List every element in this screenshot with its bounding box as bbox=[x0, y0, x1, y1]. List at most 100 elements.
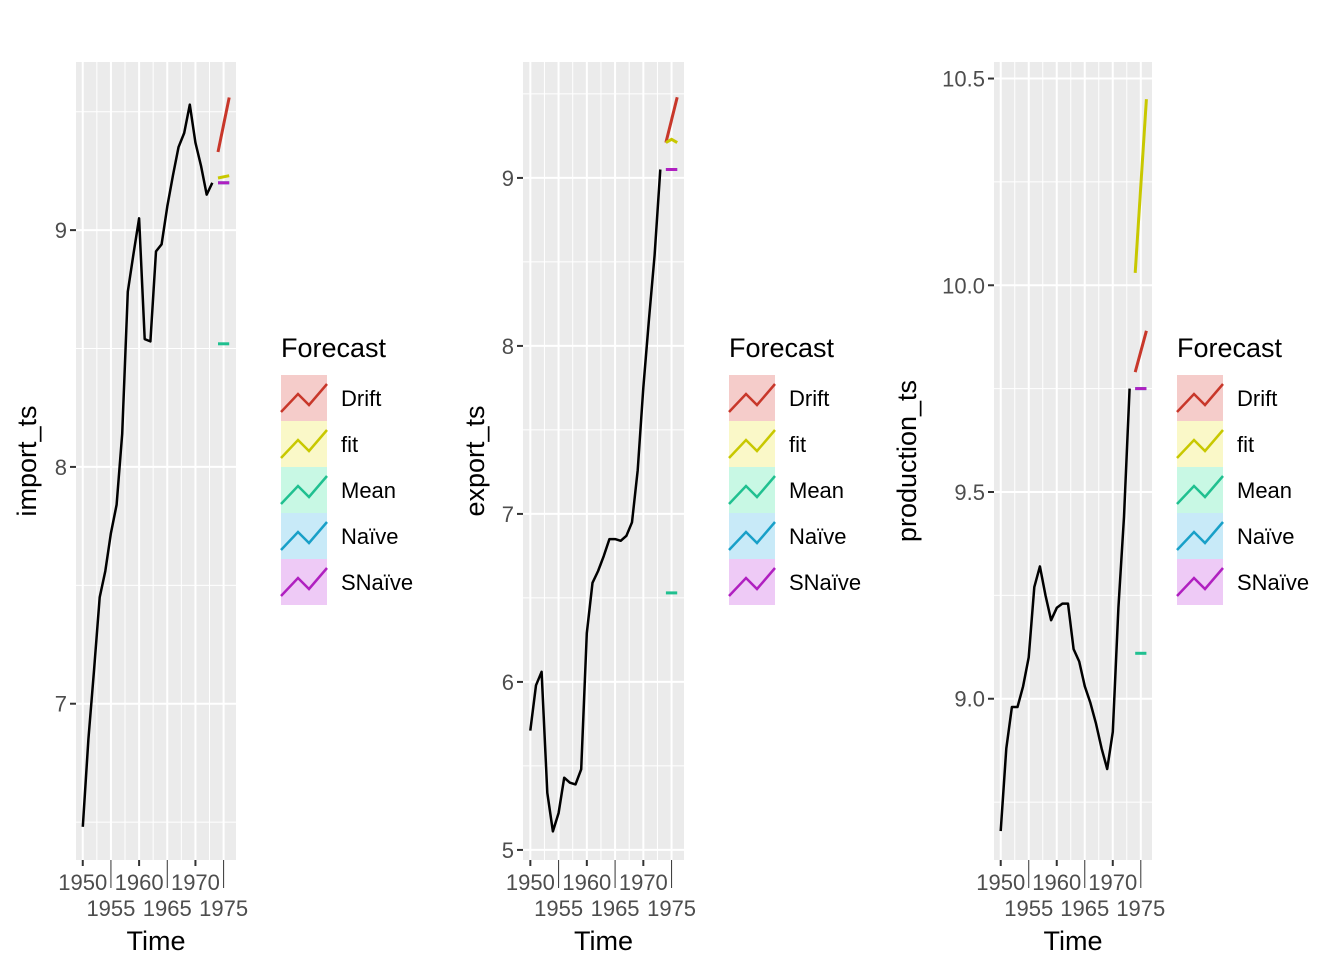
legend-title: Forecast bbox=[281, 333, 387, 363]
x-tick-label: 1970 bbox=[171, 870, 220, 895]
legend-key-line-icon bbox=[1176, 567, 1224, 597]
legend-key-swatch bbox=[729, 559, 775, 605]
legend-label: SNaïve bbox=[1237, 570, 1309, 595]
x-tick-label: 1955 bbox=[1004, 896, 1053, 921]
legend-item: fit bbox=[728, 421, 806, 467]
legend-key-swatch bbox=[1177, 467, 1223, 513]
x-tick-label: 1960 bbox=[115, 870, 164, 895]
legend-label: Naïve bbox=[789, 524, 846, 549]
x-axis-title: Time bbox=[1044, 926, 1103, 956]
y-tick-label: 9.0 bbox=[954, 687, 985, 712]
legend-label: Drift bbox=[341, 386, 381, 411]
panel-background bbox=[76, 62, 236, 860]
legend-item: fit bbox=[1176, 421, 1254, 467]
forecast-line-drift bbox=[216, 97, 231, 153]
legend-item: Naïve bbox=[1176, 513, 1294, 559]
legend-key-swatch bbox=[729, 513, 775, 559]
legend-key-line-icon bbox=[728, 521, 776, 551]
legend-item: Drift bbox=[728, 375, 829, 421]
legend-label: fit bbox=[341, 432, 358, 457]
legend-label: Naïve bbox=[1237, 524, 1294, 549]
legend-key-swatch bbox=[281, 467, 327, 513]
forecast-line-fit bbox=[217, 174, 230, 180]
legend-key-swatch bbox=[1177, 513, 1223, 559]
y-axis-title: import_ts bbox=[12, 405, 42, 516]
y-tick-label: 10.0 bbox=[942, 273, 985, 298]
x-tick-label: 1955 bbox=[86, 896, 135, 921]
legend-item: Naïve bbox=[280, 513, 398, 559]
x-tick-label: 1960 bbox=[1032, 870, 1081, 895]
legend-key-line-icon bbox=[1176, 383, 1224, 413]
legend-key-swatch bbox=[1177, 421, 1223, 467]
x-axis-title: Time bbox=[127, 926, 186, 956]
legend-key-line-icon bbox=[1176, 521, 1224, 551]
legend-label: Drift bbox=[789, 386, 829, 411]
series-actual-line bbox=[999, 388, 1131, 832]
forecast-line-drift bbox=[1133, 330, 1148, 373]
series-actual-line bbox=[529, 169, 662, 833]
legend-key-swatch bbox=[1177, 375, 1223, 421]
legend-label: SNaïve bbox=[341, 570, 413, 595]
legend-key-line-icon bbox=[728, 475, 776, 505]
legend-key-line-icon bbox=[280, 429, 328, 459]
legend-key-line-icon bbox=[1176, 429, 1224, 459]
series-actual-line bbox=[81, 103, 214, 827]
legend-key-line-icon bbox=[728, 429, 776, 459]
legend-key-line-icon bbox=[280, 383, 328, 413]
legend-item: Mean bbox=[728, 467, 844, 513]
y-tick-label: 8 bbox=[55, 455, 67, 480]
x-tick-label: 1975 bbox=[647, 896, 696, 921]
y-tick-label: 7 bbox=[502, 502, 514, 527]
legend-item: fit bbox=[280, 421, 358, 467]
x-tick-label: 1970 bbox=[619, 870, 668, 895]
y-axis-title: production_ts bbox=[892, 380, 922, 542]
x-tick-label: 1950 bbox=[58, 870, 107, 895]
legend-item: Mean bbox=[280, 467, 396, 513]
legend-label: fit bbox=[1237, 432, 1254, 457]
legend: Forecast Drift fit Mean Naïve SNaïve bbox=[280, 333, 413, 605]
y-tick-label: 6 bbox=[502, 670, 514, 695]
legend-key-line-icon bbox=[280, 475, 328, 505]
y-tick-label: 7 bbox=[55, 692, 67, 717]
legend-label: fit bbox=[789, 432, 806, 457]
y-tick-label: 5 bbox=[502, 838, 514, 863]
x-axis-title: Time bbox=[574, 926, 633, 956]
legend-label: SNaïve bbox=[789, 570, 861, 595]
x-tick-label: 1965 bbox=[591, 896, 640, 921]
legend-key-line-icon bbox=[280, 567, 328, 597]
legend-key-swatch bbox=[281, 421, 327, 467]
legend-label: Mean bbox=[789, 478, 844, 503]
legend-key-line-icon bbox=[280, 521, 328, 551]
legend-label: Mean bbox=[1237, 478, 1292, 503]
legend-key-line-icon bbox=[728, 567, 776, 597]
forecast-line-fit bbox=[665, 137, 678, 144]
y-tick-label: 9 bbox=[502, 166, 514, 191]
legend-key-line-icon bbox=[728, 383, 776, 413]
legend-item: SNaïve bbox=[1176, 559, 1309, 605]
legend-key-line-icon bbox=[1176, 475, 1224, 505]
legend: Forecast Drift fit Mean Naïve SNaïve bbox=[728, 333, 861, 605]
legend-item: Naïve bbox=[728, 513, 846, 559]
legend-item: Drift bbox=[1176, 375, 1277, 421]
legend-label: Mean bbox=[341, 478, 396, 503]
legend-key-swatch bbox=[729, 421, 775, 467]
legend-item: SNaïve bbox=[280, 559, 413, 605]
legend-key-swatch bbox=[1177, 559, 1223, 605]
legend-item: Mean bbox=[1176, 467, 1292, 513]
legend-key-swatch bbox=[729, 467, 775, 513]
x-tick-label: 1955 bbox=[534, 896, 583, 921]
y-tick-label: 9 bbox=[55, 218, 67, 243]
x-tick-label: 1970 bbox=[1088, 870, 1137, 895]
x-tick-label: 1950 bbox=[506, 870, 555, 895]
legend-key-swatch bbox=[281, 559, 327, 605]
legend: Forecast Drift fit Mean Naïve SNaïve bbox=[1176, 333, 1309, 605]
legend-item: Drift bbox=[280, 375, 381, 421]
legend-title: Forecast bbox=[1177, 333, 1283, 363]
x-tick-label: 1975 bbox=[1116, 896, 1165, 921]
x-tick-label: 1965 bbox=[143, 896, 192, 921]
y-tick-label: 9.5 bbox=[954, 480, 985, 505]
